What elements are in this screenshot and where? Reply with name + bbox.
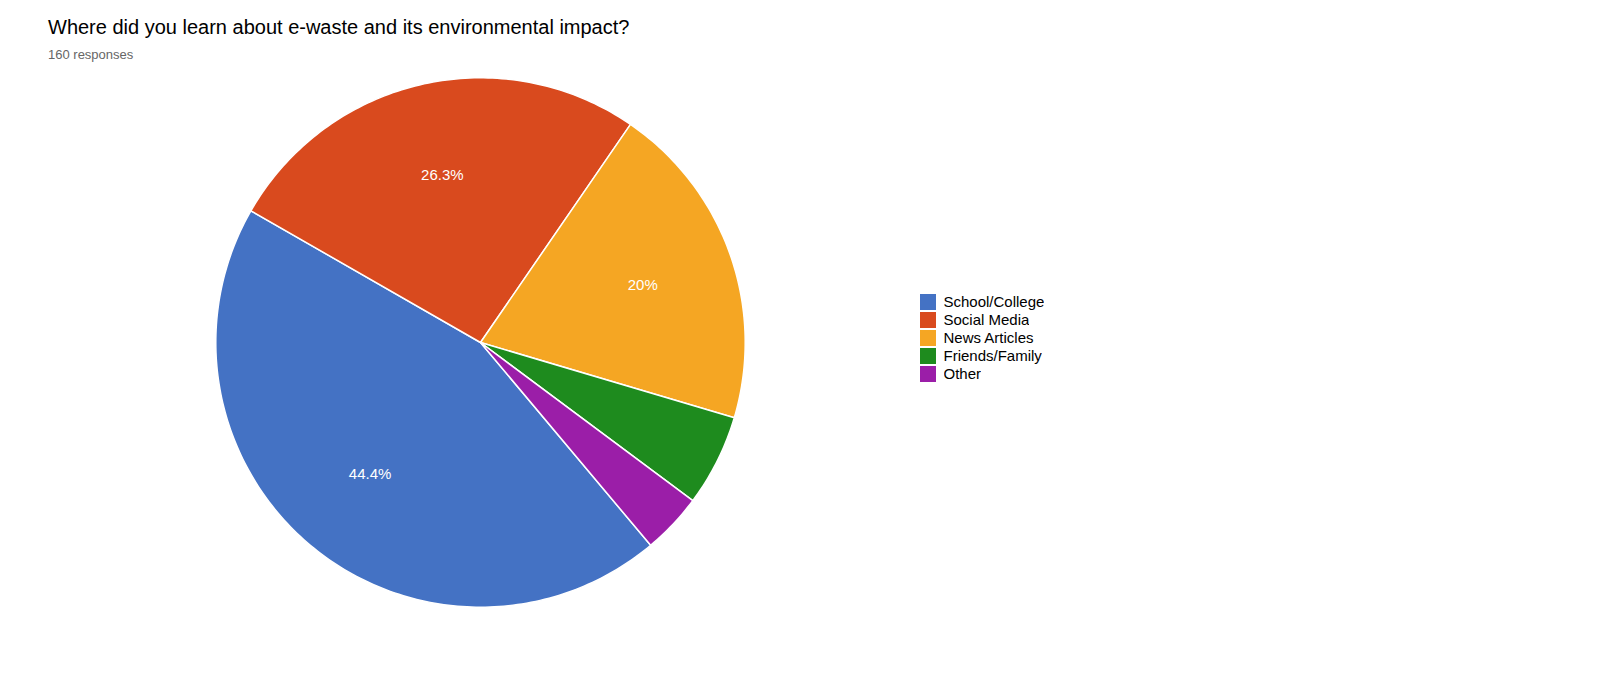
html-text:Where did you learn about e-wa: Where did you learn about e-waste and it… (48, 16, 630, 38)
html-text:Friends/Family: Friends/Family (943, 347, 1042, 365)
svg-text:44.4%: 44.4% (349, 465, 392, 482)
html-text:School/College: School/College (943, 293, 1045, 311)
html-text:160 responses: 160 responses (48, 47, 134, 62)
html-text:Social Media: Social Media (943, 311, 1030, 329)
html-text:News Articles: News Articles (943, 329, 1034, 347)
svg-text:26.3%: 26.3% (421, 166, 464, 183)
svg-text:20%: 20% (628, 276, 658, 293)
html-text:Other: Other (943, 365, 981, 383)
